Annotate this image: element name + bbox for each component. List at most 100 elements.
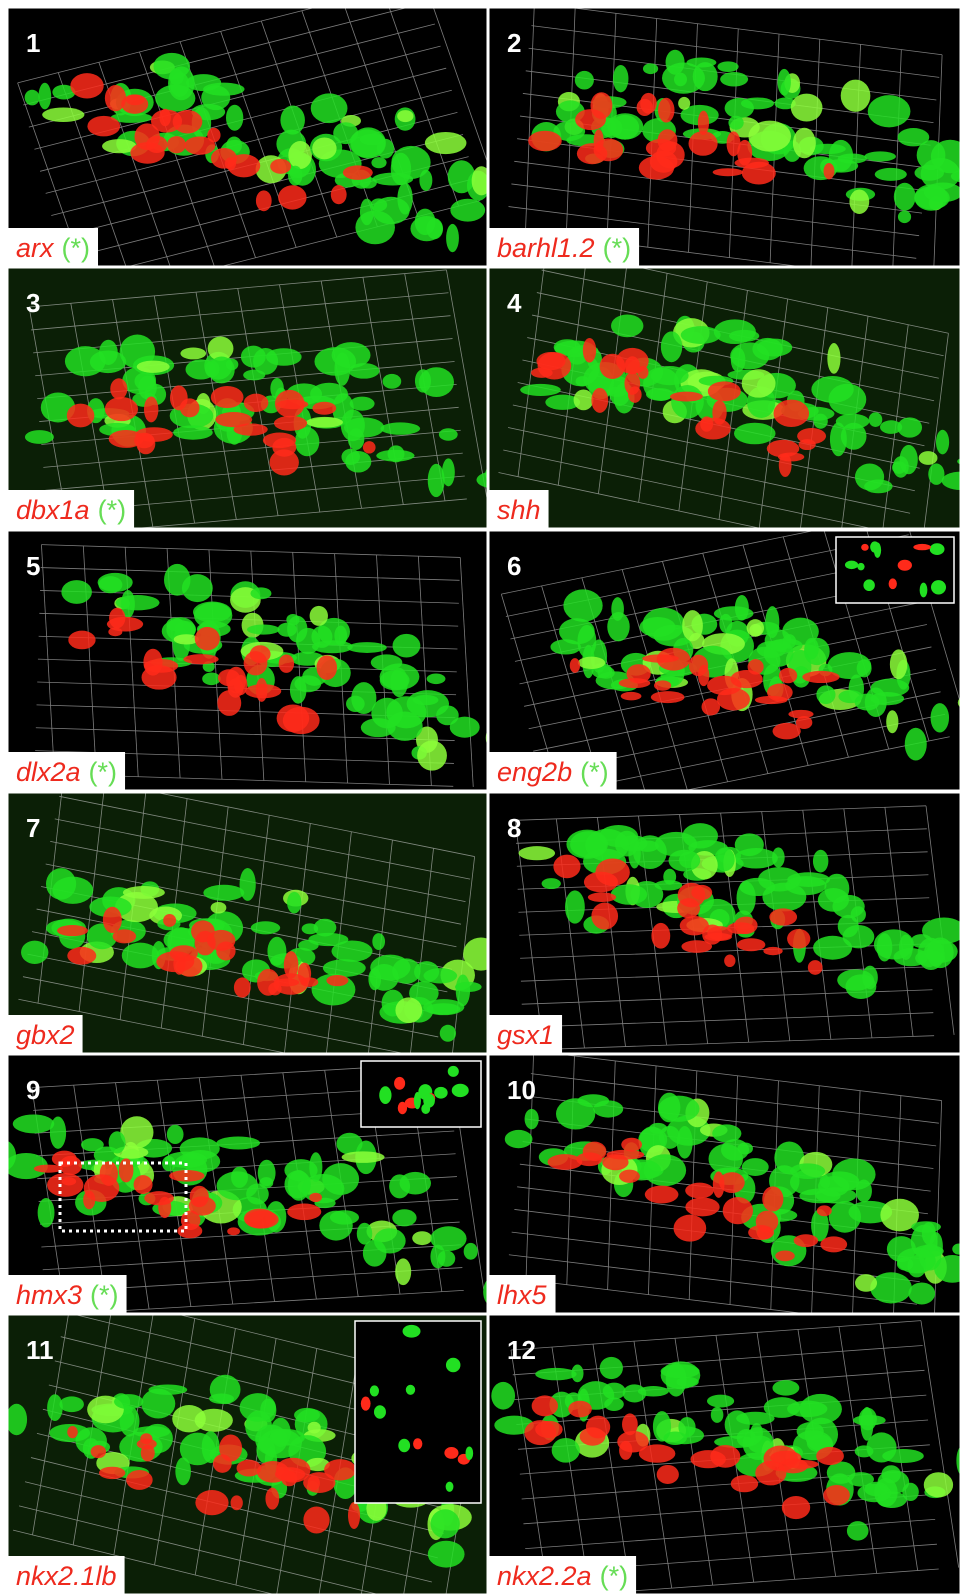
inset-signal [889,578,897,589]
green-signal [571,1365,583,1383]
green-signal [425,132,467,154]
red-signal [767,440,799,458]
panel-number: 8 [507,813,521,843]
red-signal [68,631,95,650]
green-signal [380,670,410,690]
red-signal [91,1445,106,1458]
inset-signal [403,1325,421,1338]
green-signal [392,1209,416,1226]
inset-signal [861,544,869,551]
red-signal [657,648,691,671]
red-signal [231,1495,243,1510]
green-signal [847,1521,869,1540]
red-signal [719,1172,745,1193]
gene-name: gbx2 [16,1020,75,1050]
green-signal [868,95,911,127]
red-signal [590,92,612,119]
green-signal [577,625,596,658]
green-signal [525,1109,539,1129]
green-signal [247,625,280,635]
red-signal [674,1215,707,1242]
red-signal [244,651,268,675]
inset-signal [448,1066,459,1077]
red-signal [594,129,604,152]
green-signal [306,417,343,428]
green-signal [578,657,605,669]
red-signal [217,690,241,716]
red-signal [637,366,648,379]
red-signal [712,400,726,424]
gene-name: arx [16,233,55,263]
green-signal [747,619,764,637]
green-signal [380,422,420,434]
gene-label: barhl1.2(*) [497,233,631,263]
red-signal [816,1447,844,1465]
red-signal [586,1416,610,1439]
inset-signal [414,1092,421,1109]
red-signal [263,432,296,448]
red-signal [619,1170,640,1183]
green-signal [535,1368,576,1380]
green-signal [894,183,916,211]
green-signal [824,874,849,903]
marker: (*) [580,757,609,787]
green-signal [646,388,674,401]
red-signal [312,402,336,415]
green-signal [678,1417,695,1437]
marker: (*) [98,495,127,525]
panel-number: 3 [26,288,40,318]
red-signal [105,397,138,421]
green-signal [661,331,682,362]
red-signal [617,1431,649,1453]
green-signal [397,110,413,122]
green-signal [841,80,871,112]
green-signal [736,1412,775,1425]
red-signal [244,394,269,412]
gene-label: lhx5 [497,1280,548,1310]
green-signal [446,224,459,252]
red-signal [591,903,618,930]
green-signal [38,1198,55,1228]
panel-number: 11 [26,1335,54,1365]
gene-name: nkx2.2a [497,1561,592,1591]
red-signal [100,1161,118,1186]
red-signal [782,1496,810,1519]
green-signal [123,886,165,899]
inset-signal [423,1094,435,1108]
panel: 4shh [489,248,975,563]
green-signal [440,1025,456,1042]
gene-label: dlx2a(*) [16,757,117,787]
green-signal [816,685,835,704]
green-signal [552,1438,580,1463]
green-signal [748,121,791,152]
red-signal [606,1150,644,1160]
red-signal [553,855,580,879]
red-signal [52,1151,77,1167]
green-signal [859,1408,877,1431]
inset-signal [398,1439,410,1453]
red-signal [824,163,835,179]
green-signal [869,412,883,427]
red-signal [245,1210,279,1228]
red-signal [639,156,674,179]
green-signal [211,902,227,914]
gene-name: shh [497,495,541,525]
green-signal [829,1201,861,1233]
green-signal [246,1184,269,1205]
green-signal [799,1394,841,1424]
red-signal [303,1506,329,1533]
green-signal [720,72,748,86]
green-signal [383,374,402,389]
green-signal [813,414,827,429]
red-signal [195,627,220,651]
green-signal [936,430,949,455]
red-signal [820,1236,847,1252]
red-signal [363,441,376,453]
green-signal [793,128,816,159]
red-signal [215,412,252,427]
red-signal [107,617,143,632]
red-signal [742,162,776,185]
red-signal [191,920,215,942]
green-signal [245,1410,272,1442]
